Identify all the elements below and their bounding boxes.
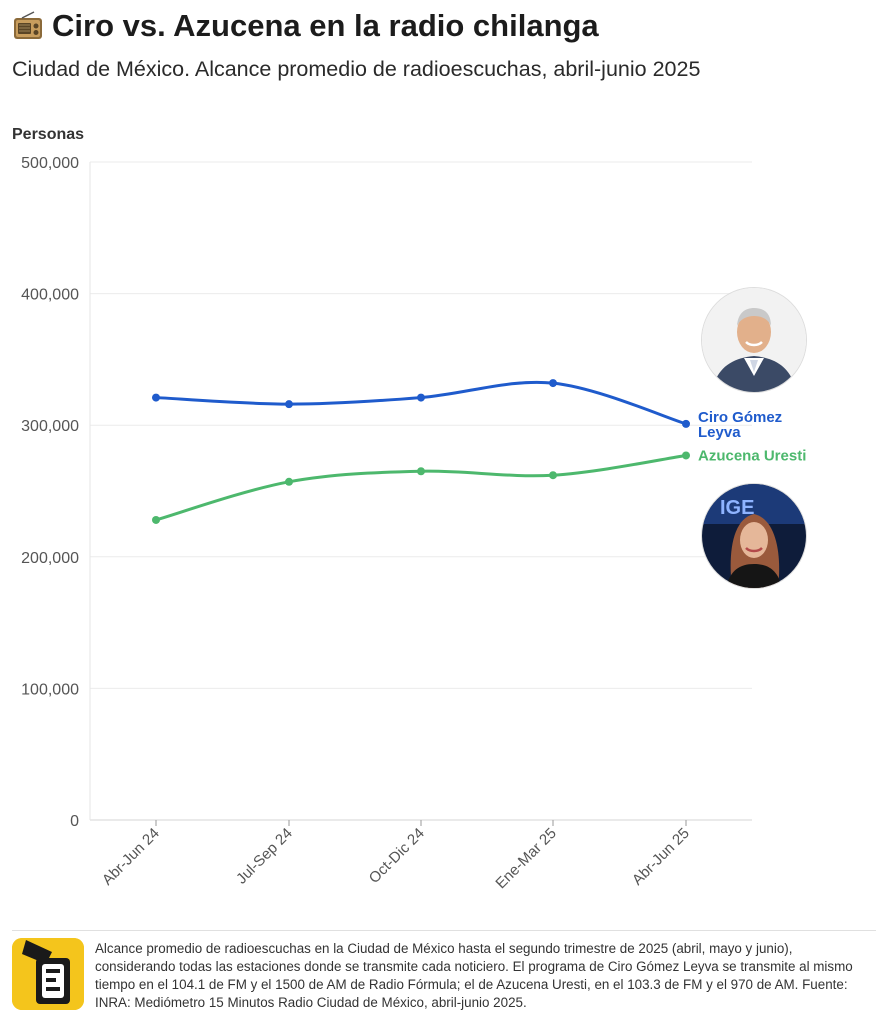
- y-tick-label: 0: [70, 813, 79, 830]
- azucena-data-point: [549, 471, 557, 480]
- ciro-series-label: Ciro Gómez Leyva: [698, 409, 782, 441]
- ciro-data-point: [417, 393, 425, 402]
- azucena-data-point: [285, 477, 293, 486]
- newspaper-logo-icon: [12, 938, 84, 1010]
- series-layer: [152, 379, 690, 524]
- x-tick-label: Oct-Dic 24: [366, 825, 428, 887]
- x-tick-label: Abr-Jun 25: [629, 825, 693, 889]
- line-chart: 0 100,000 200,000 300,000 400,000 500,000 Abr-…: [12, 126, 806, 892]
- series-label-layer: Ciro Gómez Leyva Azucena Uresti: [698, 409, 806, 464]
- chart-title: Ciro vs. Azucena en la radio chilanga: [12, 8, 599, 44]
- ciro-data-point: [152, 393, 160, 402]
- ciro-series-line: [154, 380, 688, 426]
- y-tick-label: 200,000: [21, 550, 79, 567]
- x-tick-label: Abr-Jun 24: [99, 825, 163, 889]
- azucena-data-point: [417, 467, 425, 476]
- radio-icon: [14, 11, 42, 39]
- chart-title-text: Ciro vs. Azucena en la radio chilanga: [52, 8, 599, 43]
- ciro-portrait-avatar: [702, 288, 806, 392]
- x-tick-label: Jul-Sep 24: [233, 825, 296, 888]
- azucena-series-label: Azucena Uresti: [698, 447, 806, 464]
- azucena-series-line: [154, 453, 688, 522]
- footer-note: Alcance promedio de radioescuchas en la …: [95, 941, 853, 1010]
- y-tick-label: 400,000: [21, 287, 79, 304]
- y-tick-label: 100,000: [21, 681, 79, 698]
- ciro-data-point: [682, 419, 690, 428]
- grid-layer: [89, 161, 752, 821]
- svg-text:IGE: IGE: [720, 497, 754, 519]
- y-tick-label: 500,000: [21, 155, 79, 172]
- axis-layer: 0 100,000 200,000 300,000 400,000 500,000 Abr-…: [21, 155, 693, 892]
- y-axis-label: Personas: [12, 126, 84, 143]
- azucena-data-point: [682, 451, 690, 460]
- footer-divider: [12, 930, 876, 931]
- y-tick-label: 300,000: [21, 418, 79, 435]
- ciro-data-point: [549, 379, 557, 388]
- azucena-data-point: [152, 515, 160, 524]
- ciro-data-point: [285, 400, 293, 409]
- x-tick-label: Ene-Mar 25: [492, 825, 559, 892]
- chart-subtitle: Ciudad de México. Alcance promedio de ra…: [12, 57, 701, 81]
- azucena-portrait-avatar: IGE: [702, 484, 806, 588]
